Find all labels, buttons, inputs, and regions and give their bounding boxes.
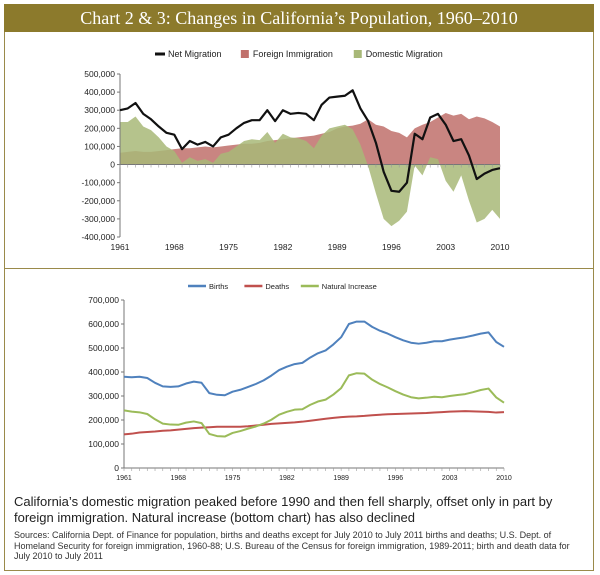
x-tick-label: 1975 <box>219 242 238 252</box>
area-foreign-immigration <box>120 112 500 165</box>
y-tick-label: 300,000 <box>88 391 119 401</box>
y-tick-label: 100,000 <box>84 141 115 151</box>
y-tick-label: 600,000 <box>88 319 119 329</box>
legend-label: Natural Increase <box>322 282 377 291</box>
y-tick-label: 500,000 <box>88 343 119 353</box>
line-births <box>123 320 505 397</box>
x-tick-label: 1982 <box>279 475 295 482</box>
x-tick-label: 1996 <box>382 242 401 252</box>
y-tick-label: 200,000 <box>88 415 119 425</box>
legend-label: Domestic Migration <box>366 49 443 59</box>
y-tick-label: 400,000 <box>88 367 119 377</box>
x-tick-label: 2010 <box>496 475 512 482</box>
y-tick-label: -300,000 <box>81 214 115 224</box>
natural-increase-chart: 700,000 600,000 500,000 400,000 300,000 200,0… <box>88 282 512 482</box>
x-tick-label: 1975 <box>225 475 241 482</box>
x-tick-label: 2010 <box>491 242 510 252</box>
chart-frame <box>4 4 594 571</box>
y-tick-label: -200,000 <box>81 196 115 206</box>
y-tick-label: -400,000 <box>81 232 115 242</box>
x-tick-label: 1968 <box>165 242 184 252</box>
sources-note: Sources: California Dept. of Finance for… <box>14 530 570 561</box>
page-title: Chart 2 & 3: Changes in California’s Pop… <box>4 4 594 32</box>
caption: California’s domestic migration peaked b… <box>14 494 553 525</box>
y-tick-label: 0 <box>110 160 115 170</box>
y-tick-label: 500,000 <box>84 69 115 79</box>
x-tick-label: 1989 <box>328 242 347 252</box>
area-domestic-migration <box>120 116 500 227</box>
y-tick-label: 700,000 <box>88 295 119 305</box>
y-tick-label: 300,000 <box>84 105 115 115</box>
y-tick-label: 400,000 <box>84 87 115 97</box>
legend-label: Net Migration <box>168 49 222 59</box>
x-tick-label: 2003 <box>436 242 455 252</box>
y-tick-label: 100,000 <box>88 439 119 449</box>
x-tick-label: 1968 <box>170 475 186 482</box>
legend-label: Deaths <box>265 282 289 291</box>
legend-label: Foreign Immigration <box>253 49 333 59</box>
line-deaths <box>123 410 505 436</box>
legend-swatch <box>353 50 362 58</box>
legend-swatch <box>240 50 249 58</box>
line-net-migration <box>119 89 501 193</box>
x-tick-label: 1961 <box>111 242 130 252</box>
y-tick-label: -100,000 <box>81 178 115 188</box>
x-tick-label: 1982 <box>273 242 292 252</box>
legend-label: Births <box>209 282 228 291</box>
x-tick-label: 2003 <box>442 475 458 482</box>
y-tick-label: 0 <box>114 463 119 473</box>
x-tick-label: 1961 <box>116 475 132 482</box>
migration-chart: 500,000 400,000 300,000 200,000 100,000 0 -100… <box>81 49 510 252</box>
line-natural-increase <box>123 372 505 438</box>
y-tick-label: 200,000 <box>84 123 115 133</box>
chart-divider <box>4 268 594 269</box>
x-tick-label: 1996 <box>388 475 404 482</box>
x-tick-label: 1989 <box>333 475 349 482</box>
